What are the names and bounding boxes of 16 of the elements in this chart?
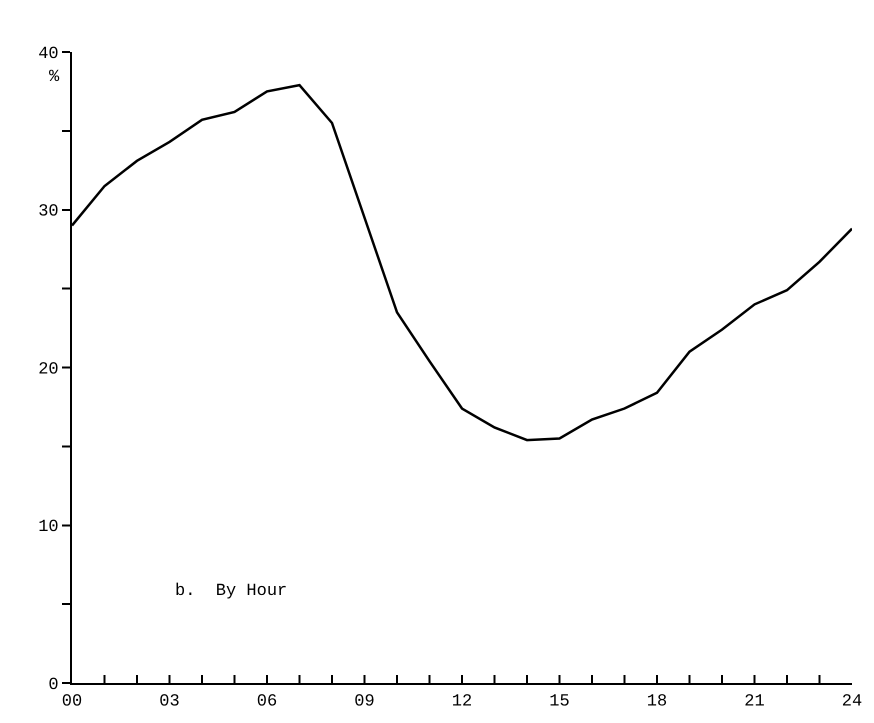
y-tick-label: 0 — [48, 676, 59, 695]
x-tick-label: 12 — [452, 692, 472, 712]
annotation: b. By Hour — [175, 582, 288, 601]
y-axis-title: % — [49, 68, 60, 87]
x-tick-label: 21 — [744, 692, 765, 712]
y-tick-label: 20 — [38, 360, 59, 380]
x-tick-label: 18 — [646, 692, 668, 712]
x-tick-label: 03 — [159, 692, 180, 712]
x-tick-label: 24 — [842, 692, 862, 712]
x-tick-label: 09 — [354, 692, 375, 712]
y-tick-label: 30 — [38, 202, 59, 222]
y-tick-label: 40 — [38, 44, 59, 64]
y-tick-label: 10 — [38, 518, 59, 538]
x-tick-label: 06 — [256, 692, 278, 712]
x-tick-label: 00 — [62, 692, 82, 712]
x-tick-label: 15 — [549, 692, 570, 712]
